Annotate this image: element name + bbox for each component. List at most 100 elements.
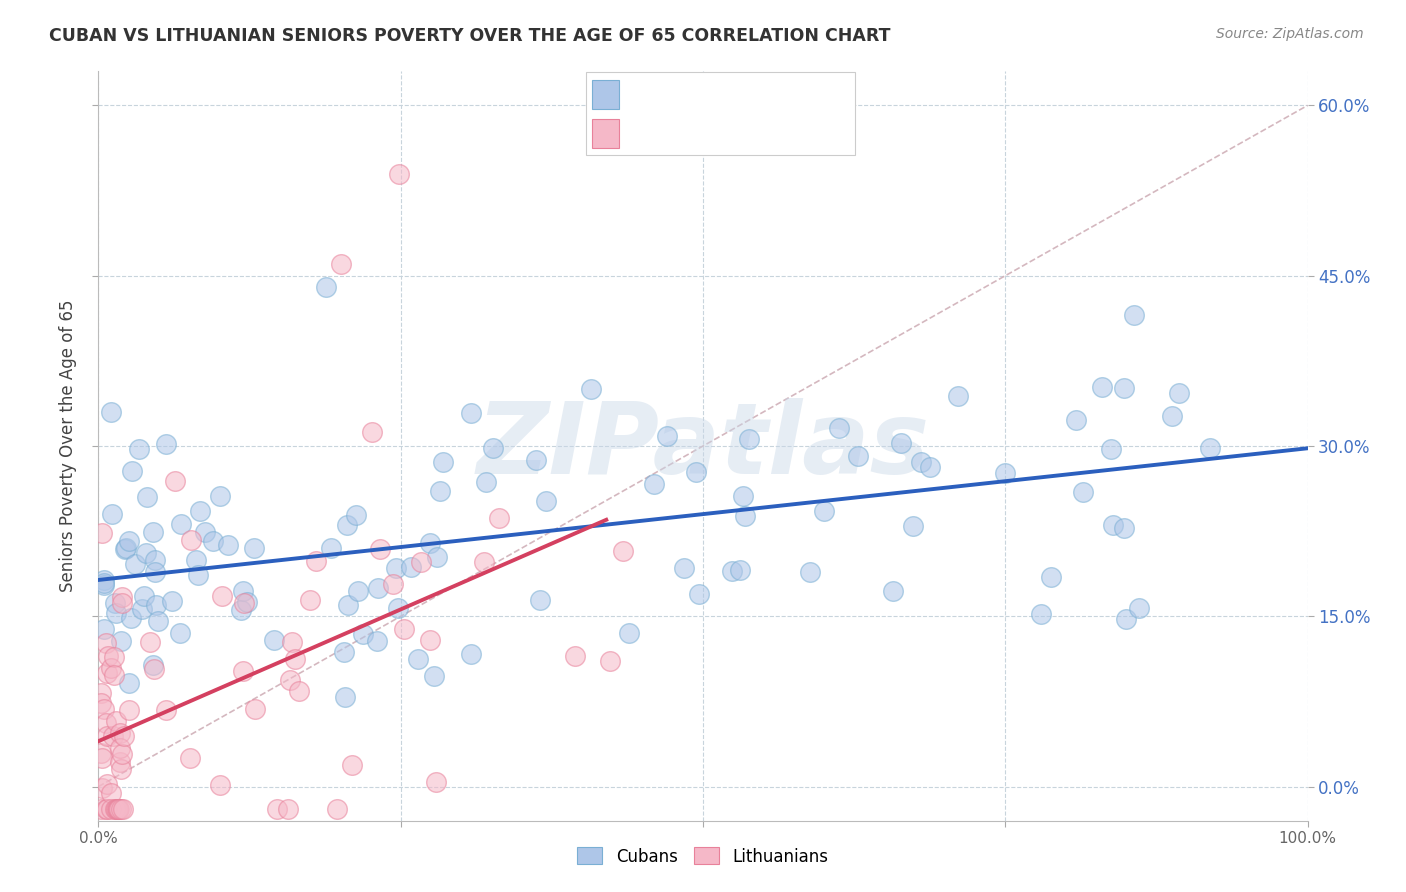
- Point: [728, 563, 751, 577]
- Point: [112, 802, 135, 816]
- Point: [534, 493, 557, 508]
- Point: [107, 802, 129, 816]
- Point: [920, 460, 942, 475]
- Point: [1091, 379, 1114, 393]
- Point: [165, 474, 187, 488]
- Point: [217, 538, 239, 552]
- Point: [882, 584, 904, 599]
- Point: [305, 554, 328, 568]
- Point: [360, 425, 382, 440]
- Point: [100, 802, 122, 816]
- Point: [266, 802, 288, 816]
- Point: [91, 780, 114, 795]
- Point: [90, 696, 112, 710]
- Point: [381, 577, 404, 591]
- Point: [288, 684, 311, 698]
- Point: [124, 558, 146, 572]
- Point: [114, 541, 136, 555]
- Point: [432, 455, 454, 469]
- Point: [737, 432, 759, 446]
- Point: [347, 583, 370, 598]
- Point: [229, 603, 252, 617]
- Point: [100, 405, 122, 419]
- Point: [201, 533, 224, 548]
- Point: [394, 622, 416, 636]
- Point: [280, 635, 302, 649]
- Point: [1168, 386, 1191, 401]
- Point: [368, 541, 391, 556]
- Point: [135, 546, 157, 560]
- Point: [619, 625, 641, 640]
- Point: [142, 658, 165, 673]
- Point: [145, 599, 167, 613]
- Point: [278, 673, 301, 687]
- Point: [111, 747, 134, 761]
- Point: [97, 649, 120, 664]
- Point: [209, 778, 232, 792]
- Point: [146, 615, 169, 629]
- Point: [96, 729, 118, 743]
- Point: [315, 280, 337, 294]
- Point: [232, 664, 254, 678]
- Point: [143, 553, 166, 567]
- Point: [90, 686, 112, 700]
- Point: [90, 526, 112, 541]
- Point: [688, 586, 710, 600]
- Point: [169, 626, 191, 640]
- Point: [352, 627, 374, 641]
- Point: [1199, 441, 1222, 455]
- Point: [472, 555, 495, 569]
- Point: [399, 559, 422, 574]
- Point: [333, 645, 356, 659]
- Point: [524, 453, 547, 467]
- Point: [187, 567, 209, 582]
- Point: [298, 593, 321, 607]
- Point: [96, 802, 118, 816]
- Point: [388, 167, 411, 181]
- Point: [336, 518, 359, 533]
- Point: [155, 703, 177, 717]
- Point: [118, 533, 141, 548]
- Point: [111, 590, 134, 604]
- Point: [277, 802, 299, 816]
- Point: [94, 715, 117, 730]
- Point: [367, 581, 389, 595]
- Point: [93, 573, 115, 587]
- Point: [419, 536, 441, 550]
- Text: N =: N =: [754, 87, 789, 102]
- Point: [136, 490, 159, 504]
- Point: [120, 611, 142, 625]
- Point: [142, 525, 165, 540]
- Y-axis label: Seniors Poverty Over the Age of 65: Seniors Poverty Over the Age of 65: [59, 300, 77, 592]
- Point: [90, 802, 112, 816]
- Point: [142, 662, 165, 676]
- Point: [612, 544, 634, 558]
- Text: R =: R =: [630, 126, 665, 141]
- Point: [1123, 308, 1146, 322]
- Text: R =: R =: [630, 87, 665, 102]
- Point: [110, 802, 132, 816]
- Point: [105, 802, 128, 816]
- Point: [96, 665, 118, 680]
- Point: [108, 755, 131, 769]
- FancyBboxPatch shape: [592, 119, 619, 147]
- Point: [96, 802, 118, 816]
- Point: [384, 560, 406, 574]
- Point: [1029, 607, 1052, 621]
- Point: [104, 597, 127, 611]
- Point: [813, 503, 835, 517]
- Point: [419, 632, 441, 647]
- Point: [426, 550, 449, 565]
- Point: [337, 599, 360, 613]
- Text: Source: ZipAtlas.com: Source: ZipAtlas.com: [1216, 27, 1364, 41]
- Point: [108, 802, 131, 816]
- Point: [104, 802, 127, 816]
- Text: 75: 75: [803, 126, 831, 141]
- Point: [848, 449, 870, 463]
- Point: [184, 552, 207, 566]
- Point: [131, 602, 153, 616]
- Point: [93, 576, 115, 591]
- Point: [333, 690, 356, 705]
- Point: [232, 596, 254, 610]
- Point: [211, 589, 233, 603]
